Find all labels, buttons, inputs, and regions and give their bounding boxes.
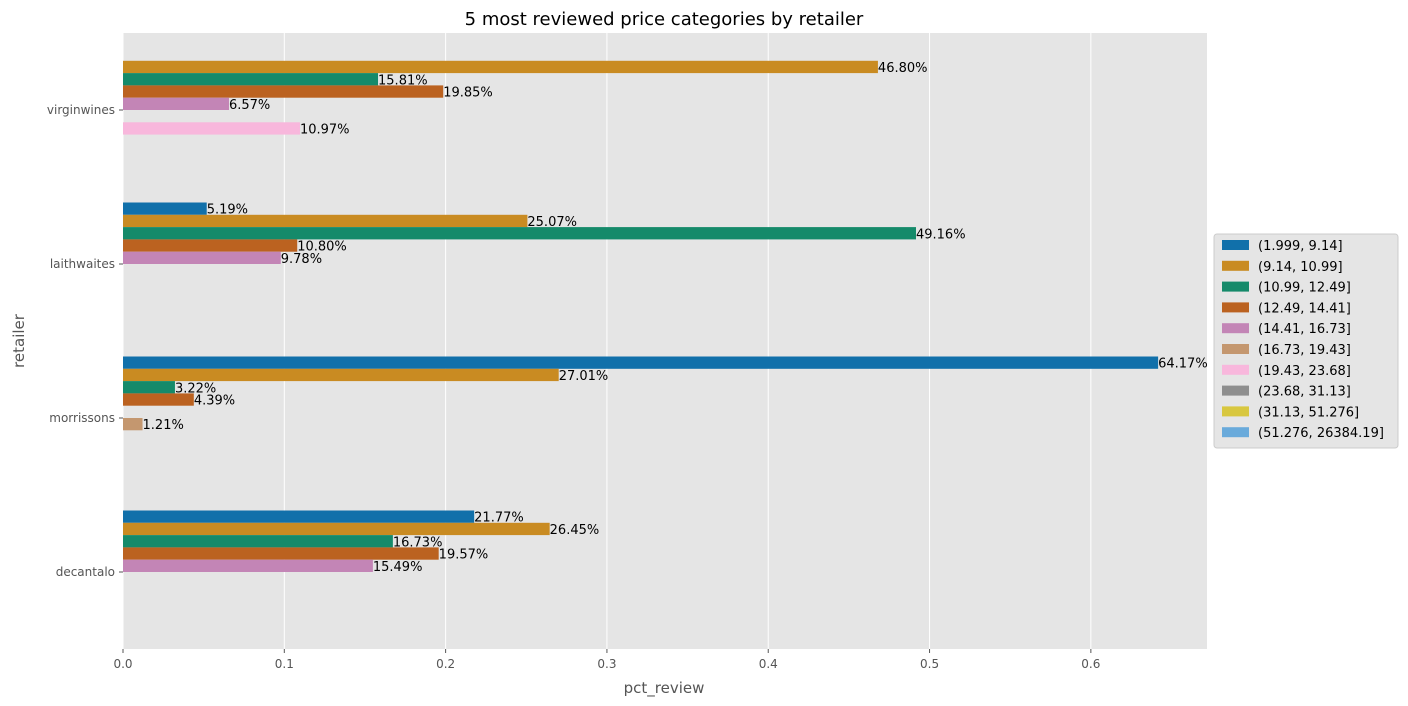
chart-title: 5 most reviewed price categories by reta… [465,9,864,30]
legend: (1.999, 9.14] (9.14, 10.99] (10.99, 12.49]… [1213,233,1399,449]
legend-entry: (9.14, 10.99] [1258,260,1343,275]
legend-swatch [1222,385,1249,396]
legend-swatch [1222,344,1249,354]
bar-data-label: 15.49% [373,560,423,575]
bar-data-label: 1.21% [143,418,184,433]
grid-lines [122,33,1092,649]
bar [123,202,207,215]
bar [123,393,194,406]
bar-data-label: 19.57% [439,548,489,563]
bar [123,381,175,394]
bar [123,73,379,86]
y-axis: virginwines laithwaites morrissons decantal… [47,103,123,579]
y-tick-label: virginwines [47,103,115,117]
bar [123,522,550,536]
bar [123,356,1159,369]
x-tick-label: 0.2 [436,657,455,671]
bar [123,368,559,382]
y-axis-label: retailer [10,313,28,368]
bar-data-label: 21.77% [474,511,524,526]
bar-data-label: 49.16% [916,227,966,242]
bar-data-label: 5.19% [207,203,248,218]
bar-data-label: 3.22% [175,381,216,396]
y-tick-label: morrissons [49,411,115,425]
y-tick-label: decantalo [56,565,115,579]
bar [123,251,281,264]
x-axis-label: pct_review [624,679,705,698]
bar [123,510,475,523]
bar-data-label: 10.97% [300,122,350,137]
legend-entry: (1.999, 9.14] [1258,239,1343,254]
legend-entry: (16.73, 19.43] [1258,343,1351,358]
x-tick-label: 0.3 [597,657,616,671]
bar-data-label: 25.07% [527,215,577,230]
legend-entry: (19.43, 23.68] [1258,364,1351,379]
x-tick-label: 0.5 [920,657,939,671]
x-tick-label: 0.0 [113,657,132,671]
x-tick-label: 0.4 [759,657,778,671]
legend-entry: (51.276, 26384.19] [1258,426,1384,441]
legend-swatch [1222,406,1249,417]
bar [123,97,229,110]
legend-swatch [1222,364,1249,375]
bar [123,239,298,252]
bar-data-label: 27.01% [559,369,609,384]
legend-swatch [1222,260,1249,271]
bar-data-label: 6.57% [229,98,270,113]
y-tick-label: laithwaites [50,257,115,271]
bar-data-label: 16.73% [393,535,443,550]
legend-entry: (31.13, 51.276] [1258,405,1359,420]
bar-data-label: 15.81% [378,73,428,88]
x-tick-label: 0.1 [275,657,294,671]
x-axis: 0.0 0.1 0.2 0.3 0.4 0.5 0.6 [113,649,1100,671]
legend-swatch [1222,240,1249,250]
bar [123,85,444,98]
legend-box [1213,233,1399,449]
bar [123,227,916,240]
bar-data-label: 4.39% [194,394,235,409]
legend-swatch [1222,323,1249,334]
bar [123,535,393,548]
bar-data-label: 64.17% [1158,357,1208,372]
bar [123,214,528,228]
bar [123,122,300,135]
bar-data-label: 10.80% [297,240,347,255]
bars: 46.80% 15.81% 19.85% 6.57% 10.97% 5.19% 25.07%… [123,60,1208,575]
bar [123,547,439,560]
legend-swatch [1222,302,1249,313]
bar-data-label: 46.80% [878,61,928,76]
bar [123,418,143,431]
legend-entry: (10.99, 12.49] [1258,281,1351,296]
legend-swatch [1222,281,1249,292]
legend-swatch [1222,427,1249,438]
legend-entry: (12.49, 14.41] [1258,301,1351,316]
legend-entry: (23.68, 31.13] [1258,385,1351,400]
bar-data-label: 9.78% [281,252,322,267]
bar-data-label: 19.85% [443,86,493,101]
bar [123,60,878,74]
bar-data-label: 26.45% [550,523,600,538]
legend-entry: (14.41, 16.73] [1258,322,1351,337]
bar [123,559,373,572]
x-tick-label: 0.6 [1081,657,1100,671]
